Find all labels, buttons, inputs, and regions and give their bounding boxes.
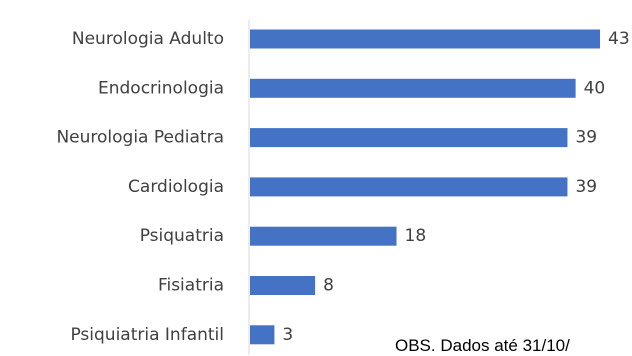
category-label: Fisiatria [158, 276, 224, 296]
category-labels-group: Neurologia Adulto Endocrinologia Neurologi… [56, 29, 224, 345]
category-label: Neurologia Pediatra [56, 128, 224, 148]
category-label: Psiquatria [140, 226, 224, 246]
category-label: Cardiologia [128, 177, 224, 197]
bar [250, 325, 275, 345]
value-label: 8 [323, 276, 334, 296]
bar [250, 177, 568, 197]
category-label: Endocrinologia [98, 78, 224, 98]
category-label: Psiquiatria Infantil [70, 325, 224, 345]
value-label: 39 [575, 128, 597, 148]
category-label: Neurologia Adulto [72, 29, 224, 49]
bar [250, 29, 601, 49]
bar [250, 78, 576, 98]
value-label: 43 [608, 29, 630, 49]
value-labels-group: 43 40 39 39 18 8 3 [282, 29, 629, 345]
value-label: 39 [575, 177, 597, 197]
bar [250, 128, 568, 148]
value-label: 18 [405, 226, 427, 246]
bar [250, 226, 397, 246]
data-note: OBS. Dados até 31/10/ [395, 336, 570, 355]
value-label: 40 [584, 78, 606, 98]
bar [250, 276, 316, 295]
bars-group [250, 29, 601, 345]
value-label: 3 [282, 325, 293, 345]
